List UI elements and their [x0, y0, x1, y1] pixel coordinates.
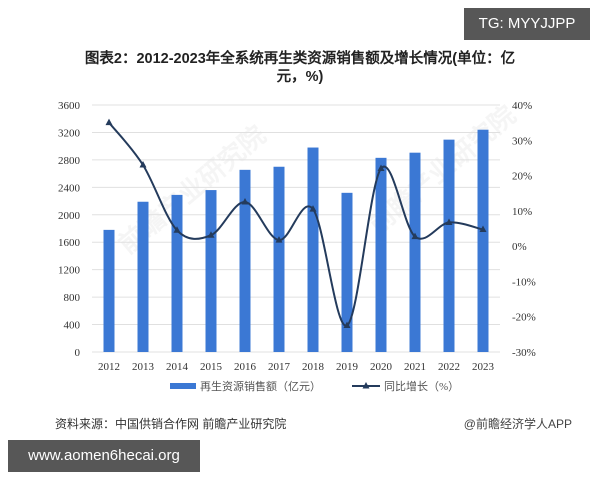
x-tick-label: 2013	[132, 361, 155, 373]
triangle-marker-icon	[377, 164, 385, 172]
left-tick-label: 1600	[58, 237, 81, 249]
left-axis-ticks: 0 400 800 1200 1600 2000 2400 2800 3200 3600	[58, 100, 81, 359]
bar	[239, 169, 251, 352]
source-note: 资料来源：中国供销合作网 前瞻产业研究院	[55, 417, 287, 431]
left-tick-label: 400	[64, 320, 81, 332]
bar	[171, 194, 183, 352]
triangle-marker-icon	[479, 225, 487, 233]
bar-series	[103, 129, 489, 352]
x-tick-label: 2021	[404, 361, 426, 373]
legend-label-growth: 同比增长（%）	[384, 379, 459, 393]
x-axis-ticks: 2012 2013 2014 2015 2016 2017 2018 2019 2020 2021…	[98, 361, 495, 373]
growth-line	[108, 122, 484, 327]
triangle-marker-icon	[105, 118, 113, 126]
bar	[341, 192, 353, 352]
triangle-marker-icon	[139, 160, 147, 168]
left-tick-label: 800	[64, 292, 81, 304]
right-tick-label: 20%	[512, 171, 532, 183]
bar	[375, 157, 387, 352]
triangle-marker-icon	[343, 321, 351, 329]
left-tick-label: 2400	[58, 182, 81, 194]
legend-label-sales: 再生资源销售额（亿元）	[200, 379, 321, 393]
left-tick-label: 2000	[58, 210, 81, 222]
x-tick-label: 2023	[472, 361, 495, 373]
gridlines	[92, 104, 500, 353]
left-tick-label: 1200	[58, 265, 81, 277]
triangle-marker-icon	[173, 226, 181, 233]
bar	[409, 152, 421, 352]
url-watermark-badge: www.aomen6hecai.org	[8, 440, 200, 472]
right-tick-label: -10%	[512, 276, 536, 288]
triangle-marker-icon	[309, 205, 317, 212]
bar	[307, 147, 319, 352]
bar	[273, 166, 285, 352]
bar	[103, 229, 115, 352]
chart-title: 图表2：2012-2023年全系统再生类资源销售额及增长情况(单位：亿 元，%)	[60, 50, 540, 86]
x-tick-label: 2019	[336, 361, 359, 373]
triangle-marker-icon	[275, 236, 283, 243]
credit-note: @前瞻经济学人APP	[463, 417, 572, 431]
x-tick-label: 2018	[302, 361, 325, 373]
legend-bar-swatch	[170, 383, 196, 389]
x-tick-label: 2014	[166, 361, 189, 373]
x-tick-label: 2016	[234, 361, 257, 373]
left-tick-label: 3200	[58, 127, 81, 139]
right-tick-label: -30%	[512, 347, 536, 359]
left-tick-label: 2800	[58, 155, 81, 167]
left-tick-label: 0	[75, 347, 81, 359]
triangle-marker-icon	[207, 231, 215, 238]
left-tick-label: 3600	[58, 100, 81, 112]
triangle-marker-icon	[411, 232, 419, 240]
line-series	[105, 118, 487, 329]
right-tick-label: 30%	[512, 135, 532, 147]
x-tick-label: 2015	[200, 361, 223, 373]
right-tick-label: 10%	[512, 206, 532, 218]
x-tick-label: 2020	[370, 361, 393, 373]
chart-area: 0 400 800 1200 1600 2000 2400 2800 3200 3600 -30%…	[58, 100, 536, 393]
right-axis-ticks: -30% -20% -10% 0% 10% 20% 30% 40%	[512, 100, 536, 359]
right-tick-label: -20%	[512, 312, 536, 324]
bar	[137, 201, 149, 352]
x-tick-label: 2012	[98, 361, 120, 373]
right-tick-label: 0%	[512, 241, 527, 253]
triangle-marker-icon	[445, 218, 453, 226]
legend: 再生资源销售额（亿元） 同比增长（%）	[170, 379, 459, 393]
tg-watermark-badge: TG: MYYJJPP	[464, 8, 590, 40]
bar	[477, 129, 489, 352]
legend-triangle-icon	[362, 382, 370, 389]
triangle-marker-icon	[241, 198, 249, 205]
chart-title-line2: 元，%)	[276, 69, 324, 85]
x-tick-label: 2022	[438, 361, 460, 373]
bar	[443, 139, 455, 352]
right-tick-label: 40%	[512, 100, 532, 112]
chart-title-line1: 图表2：2012-2023年全系统再生类资源销售额及增长情况(单位：亿	[84, 51, 516, 67]
x-tick-label: 2017	[268, 361, 291, 373]
bar	[205, 190, 217, 352]
